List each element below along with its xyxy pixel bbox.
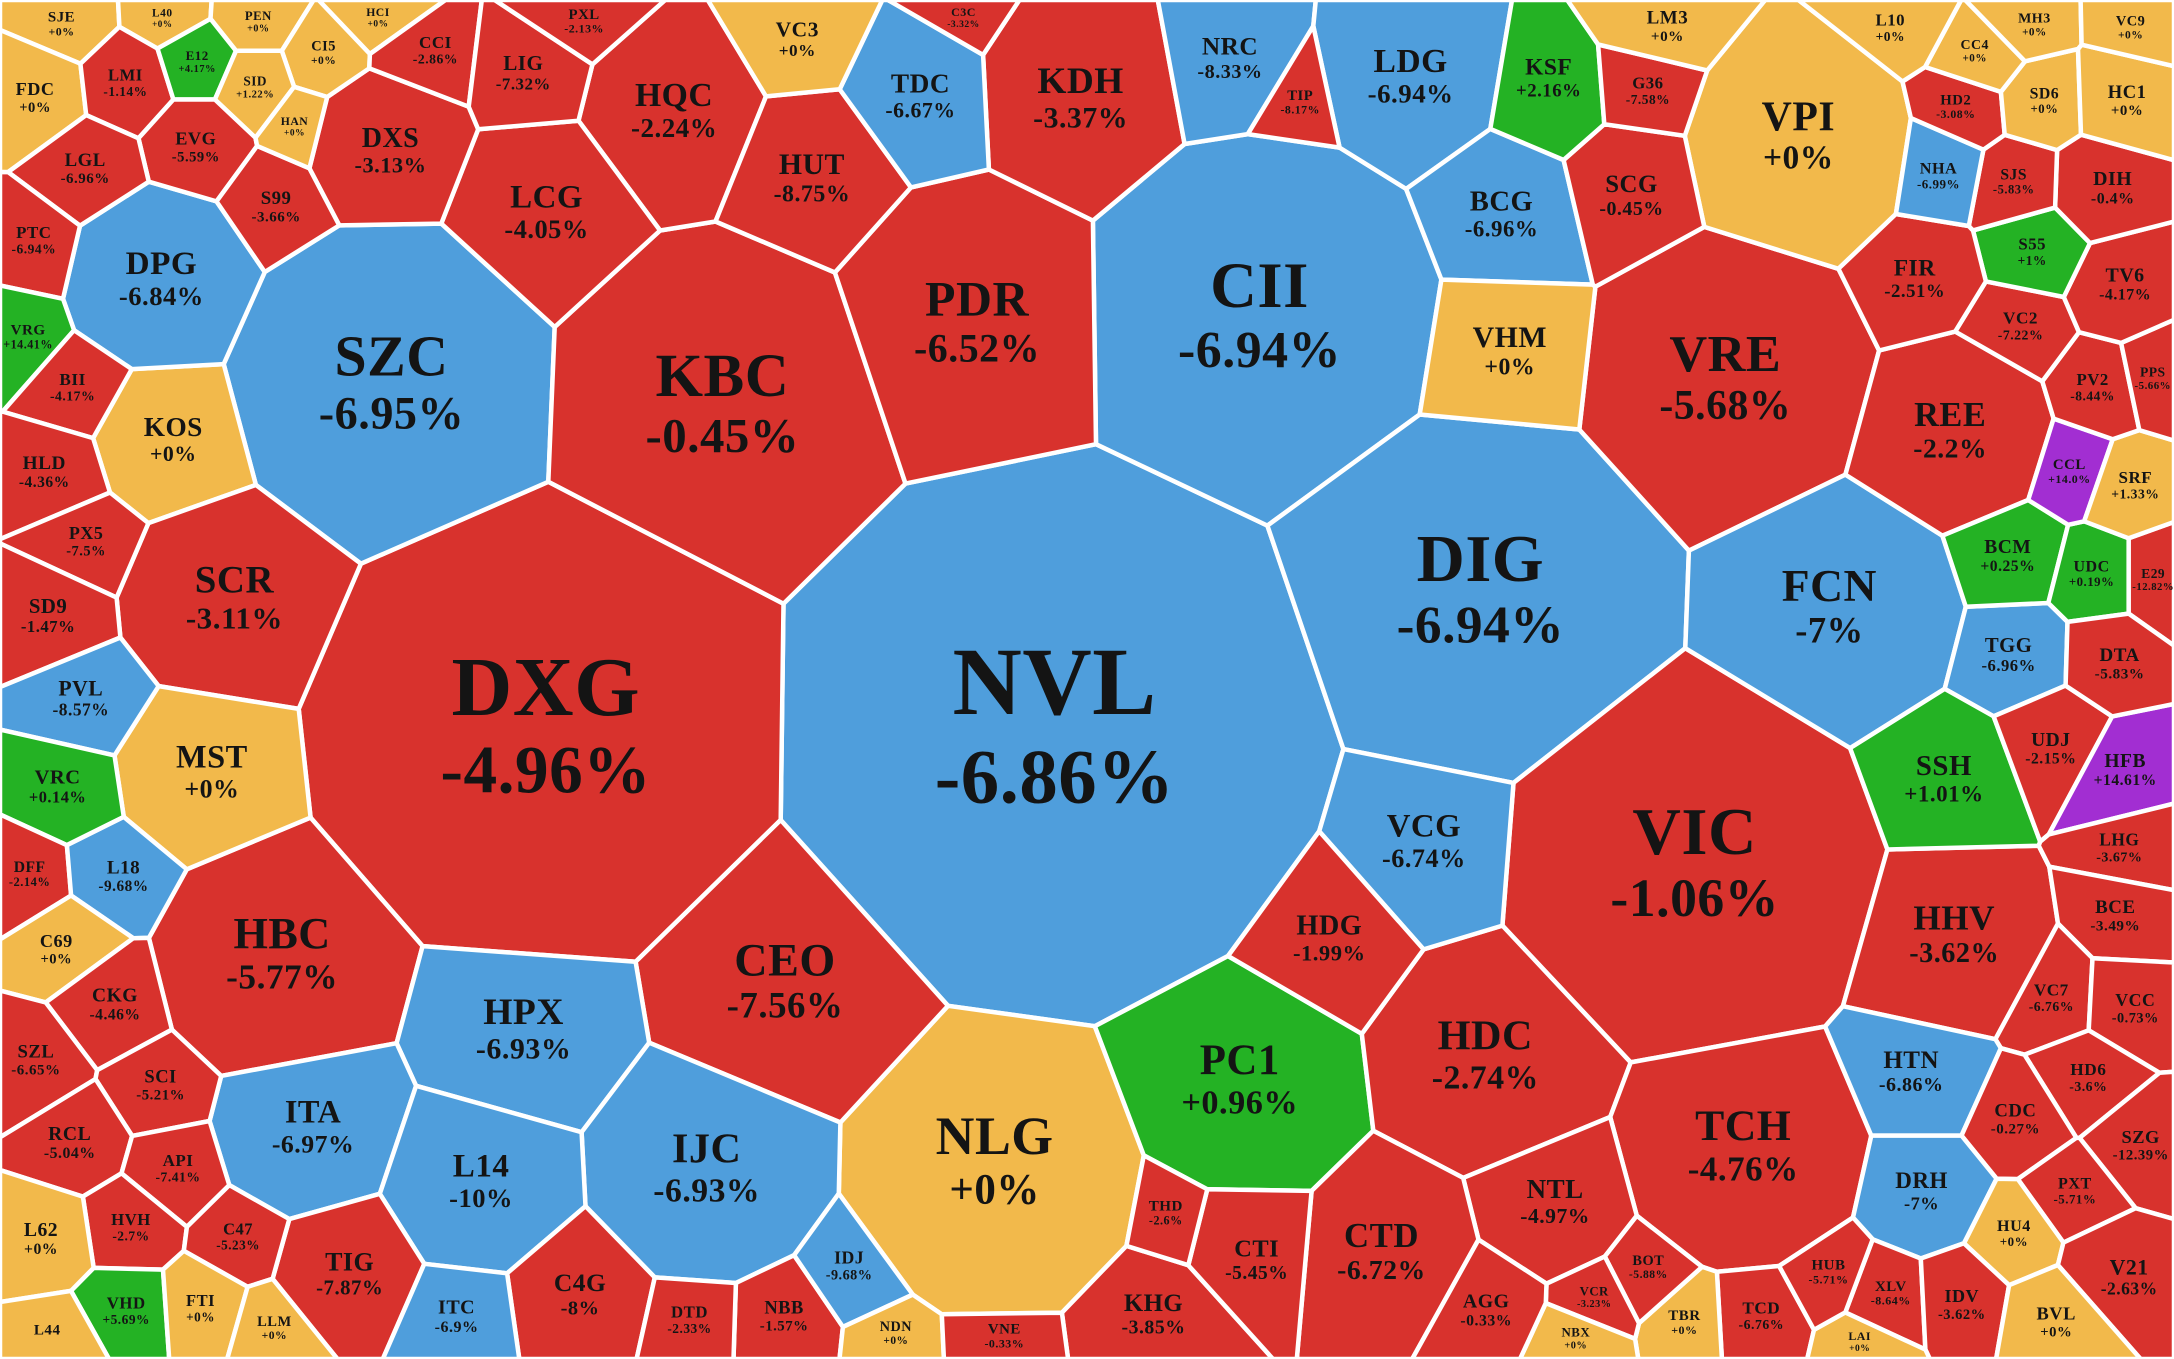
cell-shape [1963, 0, 2084, 64]
cell-shape [492, 0, 668, 67]
cell-shape [367, 0, 485, 109]
cell-shape [1776, 1215, 1875, 1333]
cell-shape [939, 1310, 1071, 1359]
cell-shape [634, 1275, 739, 1359]
cell-shape [466, 0, 595, 132]
cell-shape [1417, 277, 1598, 432]
cell-shape [2063, 611, 2174, 719]
cell-shape [885, 0, 1022, 58]
cell-shape [253, 84, 330, 171]
cell-shape [1993, 1262, 2143, 1359]
cell-shape [2036, 801, 2174, 893]
cell-shape [380, 1261, 522, 1359]
cell-shape [1124, 1153, 1210, 1268]
cell-shape [0, 169, 83, 302]
cell-shape [2078, 0, 2174, 69]
cell-VNE[interactable]: VNE-0.33% [939, 1310, 1071, 1359]
cell-shape [1565, 0, 1768, 73]
cell-shape [1409, 1237, 1549, 1359]
cell-shape [224, 1276, 340, 1359]
cell-shape [705, 0, 885, 99]
cell-VHM[interactable]: VHM+0% [1417, 277, 1598, 432]
cell-shape [1796, 0, 1964, 84]
cell-shape [1225, 828, 1426, 1037]
cell-shape [0, 1288, 112, 1359]
cell-shape [1245, 23, 1342, 150]
cell-DTD[interactable]: DTD-2.33% [634, 1275, 739, 1359]
